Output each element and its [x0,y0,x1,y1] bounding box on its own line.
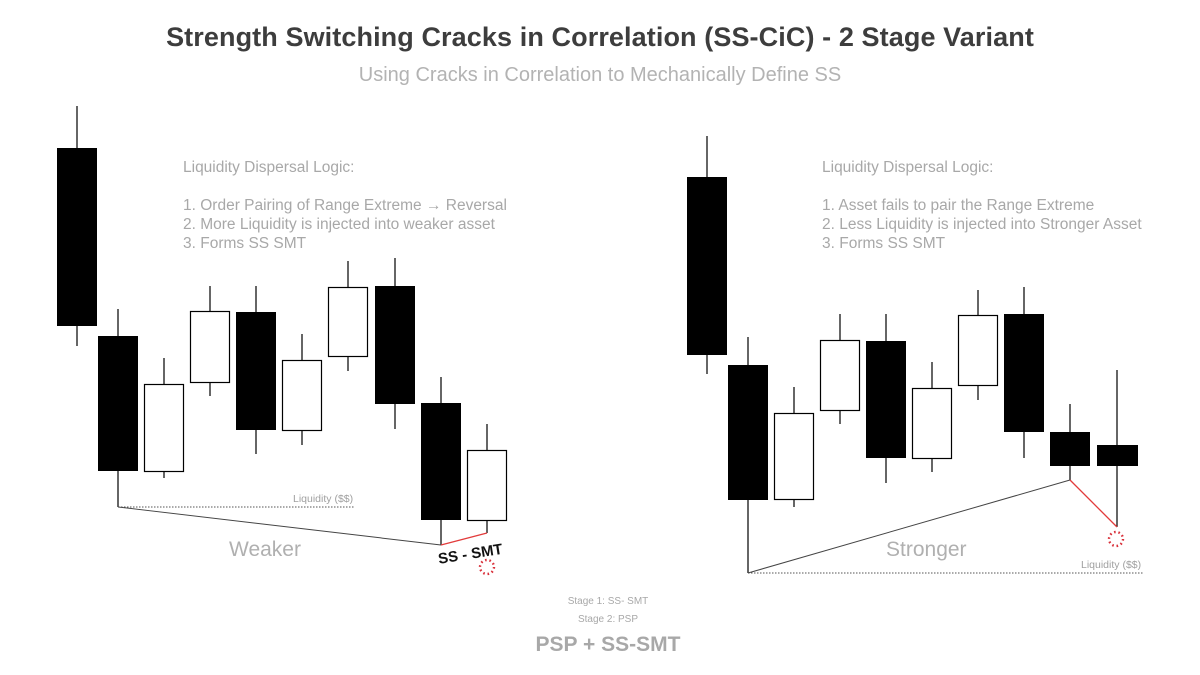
right-liquidity-label: Liquidity ($$) [1081,559,1142,571]
candle [236,286,276,454]
liquidity-circle-icon [478,558,496,576]
right-logic-item: 2. Less Liquidity is injected into Stron… [822,216,1142,233]
right-logic-item: 3. Forms SS SMT [822,235,946,252]
left-logic-heading: Liquidity Dispersal Logic: [183,159,355,176]
stronger-label: Stronger [886,538,967,561]
correlation-line [747,479,1071,574]
left-logic-item: 1. Order Pairing of Range Extreme → Reve… [183,197,507,214]
candle [421,377,461,545]
divergence-line [440,532,488,546]
summary-label: PSP + SS-SMT [535,633,681,656]
page-title: Strength Switching Cracks in Correlation… [166,22,1034,52]
left-logic-item: 2. More Liquidity is injected into weake… [183,216,495,233]
page-subtitle: Using Cracks in Correlation to Mechanica… [358,64,842,86]
left-liquidity-label: Liquidity ($$) [293,493,354,505]
candle [773,387,815,507]
candle [98,309,138,507]
candle [327,261,369,371]
divergence-line [1069,479,1118,528]
candle [866,314,906,483]
candle [819,314,861,424]
stage-1-label: Stage 1: SS- SMT [567,596,649,607]
candle [375,258,415,429]
right-logic-item: 1. Asset fails to pair the Range Extreme [822,197,1095,214]
left-logic-item: 3. Forms SS SMT [183,235,307,252]
left-logic-block: Liquidity Dispersal Logic: 1. Order Pair… [183,158,507,253]
candle [687,136,727,374]
candle [1097,370,1138,527]
liquidity-circle-icon [1107,530,1125,548]
candle [466,424,508,533]
candle [189,286,231,396]
candle [957,290,999,400]
candle [911,362,953,472]
left-candles [57,106,508,545]
candle [143,358,185,478]
candle [57,106,97,346]
candle [728,337,768,573]
candle [281,334,323,445]
weaker-label: Weaker [229,538,301,561]
right-candles [687,136,1138,573]
candle [1050,404,1090,480]
stage-2-label: Stage 2: PSP [577,614,639,625]
correlation-line [117,506,442,546]
right-logic-block: Liquidity Dispersal Logic: 1. Asset fail… [822,158,1142,253]
candle [1004,287,1044,458]
right-logic-heading: Liquidity Dispersal Logic: [822,159,994,176]
